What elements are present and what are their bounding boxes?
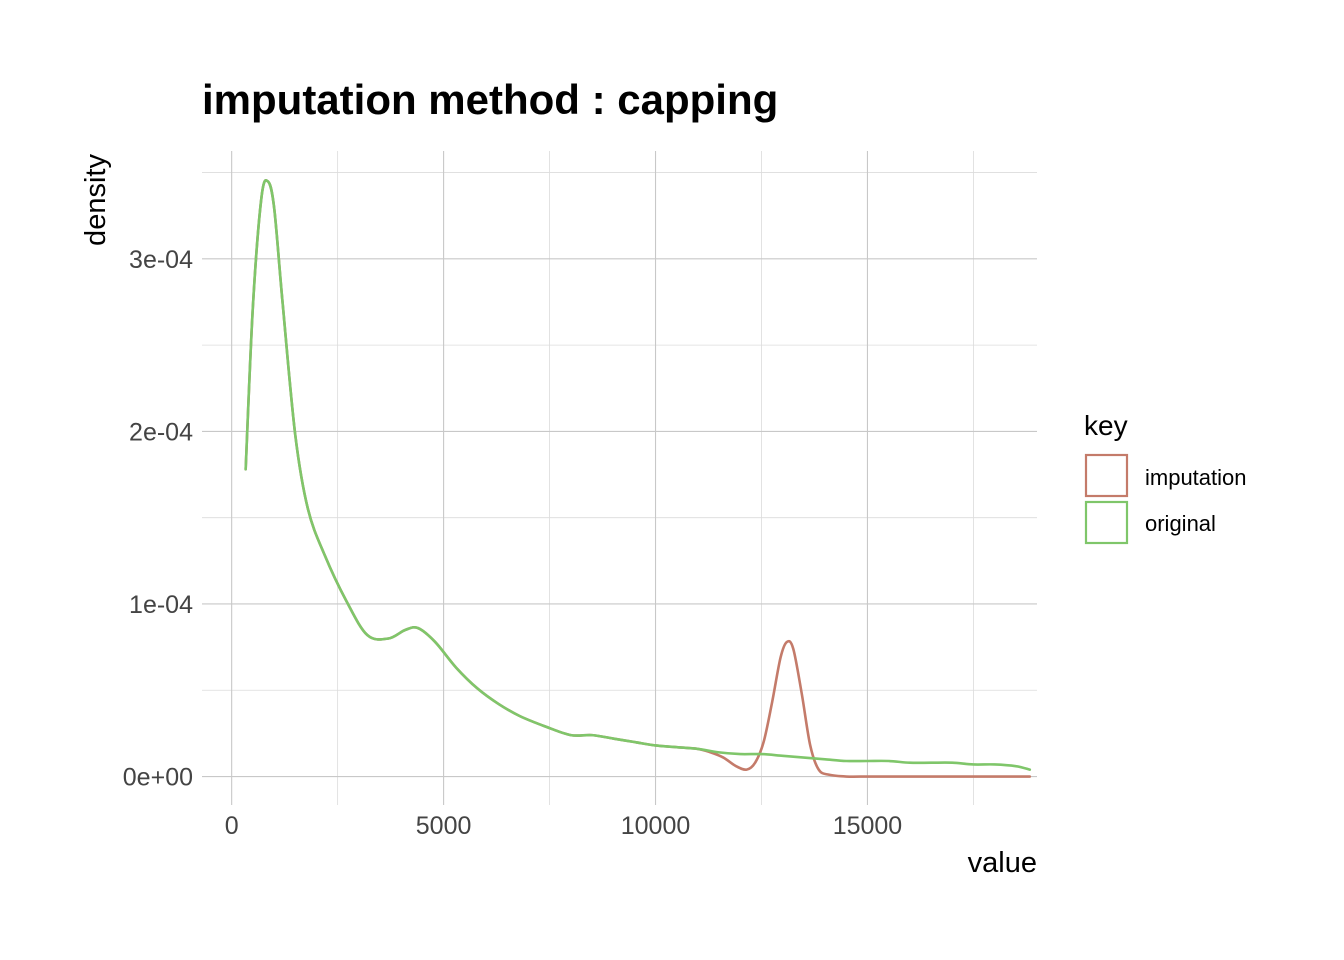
plot-grid bbox=[202, 151, 1037, 805]
series-line-imputation bbox=[244, 179, 1032, 778]
legend-key-original bbox=[1084, 500, 1129, 545]
chart-title: imputation method : capping bbox=[202, 76, 778, 123]
legend-label-imputation: imputation bbox=[1145, 465, 1247, 490]
legend-title: key bbox=[1084, 410, 1128, 441]
legend-label-original: original bbox=[1145, 511, 1216, 536]
y-tick-label: 1e-04 bbox=[129, 591, 193, 619]
legend: key imputation original bbox=[1084, 410, 1247, 545]
x-axis-title: value bbox=[968, 847, 1037, 879]
x-tick-label: 0 bbox=[225, 812, 239, 840]
y-tick-label: 2e-04 bbox=[129, 418, 193, 446]
y-tick-label: 3e-04 bbox=[129, 246, 193, 274]
axis-ticks: 0e+00 1e-04 2e-04 3e-04 0 5000 10000 15000 bbox=[123, 246, 902, 840]
y-tick-label: 0e+00 bbox=[123, 764, 193, 792]
y-axis-title: density bbox=[80, 154, 112, 246]
plot-series bbox=[244, 179, 1032, 778]
x-tick-label: 15000 bbox=[833, 812, 903, 840]
legend-key-imputation bbox=[1084, 453, 1129, 498]
x-tick-label: 10000 bbox=[621, 812, 691, 840]
x-tick-label: 5000 bbox=[416, 812, 472, 840]
series-line-original bbox=[244, 179, 1032, 771]
